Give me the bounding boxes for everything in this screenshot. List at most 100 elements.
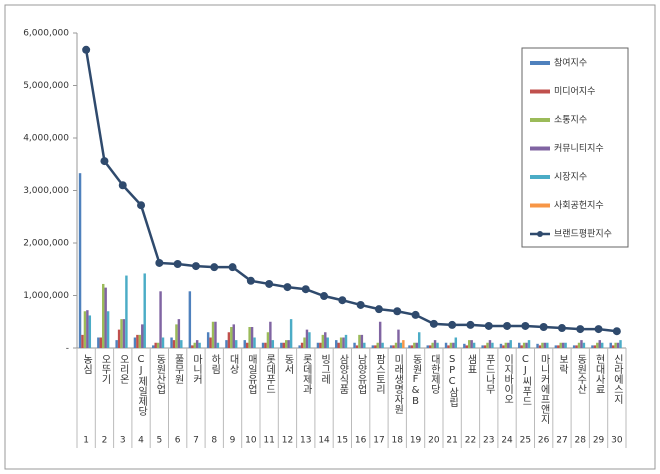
x-tick-label: 삼양식품 <box>337 354 349 394</box>
rank-label: 27 <box>556 436 567 446</box>
x-tick-label: 동서 <box>282 354 294 375</box>
bar <box>339 337 343 348</box>
bar <box>280 342 283 348</box>
rank-label: 6 <box>175 436 181 446</box>
legend-label: 시장지수 <box>554 172 587 183</box>
x-tick-label: SPC삼립 <box>447 354 459 407</box>
rank-label: 18 <box>392 436 404 446</box>
legend-swatch <box>530 203 550 208</box>
x-tick-label: 동원F&B <box>410 354 422 407</box>
line-point <box>100 157 109 166</box>
bar <box>363 342 366 348</box>
rank-label: 22 <box>465 436 476 446</box>
bar <box>376 342 379 348</box>
bar <box>175 324 178 348</box>
bar <box>211 321 215 348</box>
bar <box>389 345 393 348</box>
bar <box>120 319 123 348</box>
x-tick-label: 마니커에프앤지 <box>538 354 550 425</box>
x-tick-label: 롯데푸드 <box>264 354 276 394</box>
bar <box>136 334 139 348</box>
bar <box>188 291 192 348</box>
rank-label: 8 <box>211 436 217 446</box>
bar <box>378 321 382 348</box>
bar <box>397 329 400 348</box>
bar <box>546 342 549 348</box>
bar <box>138 334 142 348</box>
bar <box>413 342 416 348</box>
bar <box>88 315 92 348</box>
bar <box>303 337 306 348</box>
line-point <box>246 276 255 285</box>
bar <box>305 329 309 348</box>
bar <box>198 342 201 348</box>
bar <box>99 337 103 348</box>
x-tick-label: 대한제당 <box>428 354 440 394</box>
bar <box>287 340 290 348</box>
bar <box>250 327 254 348</box>
bar <box>152 345 155 348</box>
rank-label: 25 <box>520 436 531 446</box>
bar <box>499 343 503 348</box>
bar <box>488 340 492 348</box>
bar <box>234 340 238 348</box>
bar <box>598 340 601 348</box>
bar <box>557 345 560 348</box>
bar <box>572 345 576 348</box>
rank-label: 19 <box>410 436 422 446</box>
bar <box>593 345 597 348</box>
bar <box>209 337 212 348</box>
line-point <box>374 305 383 314</box>
x-tick-label: CJ씨푸드 <box>520 354 532 406</box>
bar <box>433 340 437 348</box>
bar <box>580 340 583 348</box>
bar <box>264 342 267 348</box>
bar <box>616 342 620 348</box>
x-tick-label: 풀무원 <box>172 354 184 384</box>
bar <box>321 334 325 348</box>
bar <box>463 343 466 348</box>
y-tick-label: - <box>66 344 69 354</box>
bar <box>316 342 320 348</box>
bar <box>504 342 508 348</box>
bar <box>561 342 565 348</box>
bar <box>154 342 157 348</box>
bar <box>285 340 288 348</box>
line-point <box>448 320 457 329</box>
bar <box>245 342 249 348</box>
bar <box>374 345 377 348</box>
y-tick-label: 1,000,000 <box>23 291 69 301</box>
bar <box>522 342 526 348</box>
bar <box>543 342 547 348</box>
bar <box>269 321 272 348</box>
legend-swatch <box>537 231 543 237</box>
x-tick-label: 현대사료 <box>593 354 605 394</box>
bar <box>104 287 107 348</box>
bar <box>381 342 384 348</box>
bar <box>298 345 301 348</box>
line-point <box>393 307 402 316</box>
rank-label: 5 <box>156 436 162 446</box>
line-point <box>484 321 493 330</box>
x-tick-label: 신라에스지 <box>611 354 623 405</box>
bar <box>358 334 361 348</box>
bar <box>266 332 270 348</box>
rank-label: 11 <box>263 436 274 446</box>
line-point <box>466 320 475 329</box>
legend-swatch <box>530 118 550 122</box>
bar <box>253 337 256 348</box>
bar <box>431 342 434 348</box>
x-tick-label: 마니커 <box>190 354 202 385</box>
bar <box>452 342 455 348</box>
bar <box>180 340 183 348</box>
bar <box>554 345 558 348</box>
bar <box>177 319 181 348</box>
rank-label: 9 <box>230 436 236 446</box>
rank-label: 3 <box>120 436 126 446</box>
rank-label: 16 <box>355 436 367 446</box>
legend-swatch <box>530 146 550 151</box>
bar <box>172 340 176 348</box>
bar <box>394 342 398 348</box>
bar <box>402 340 405 348</box>
x-tick-label: 농심 <box>81 354 93 374</box>
